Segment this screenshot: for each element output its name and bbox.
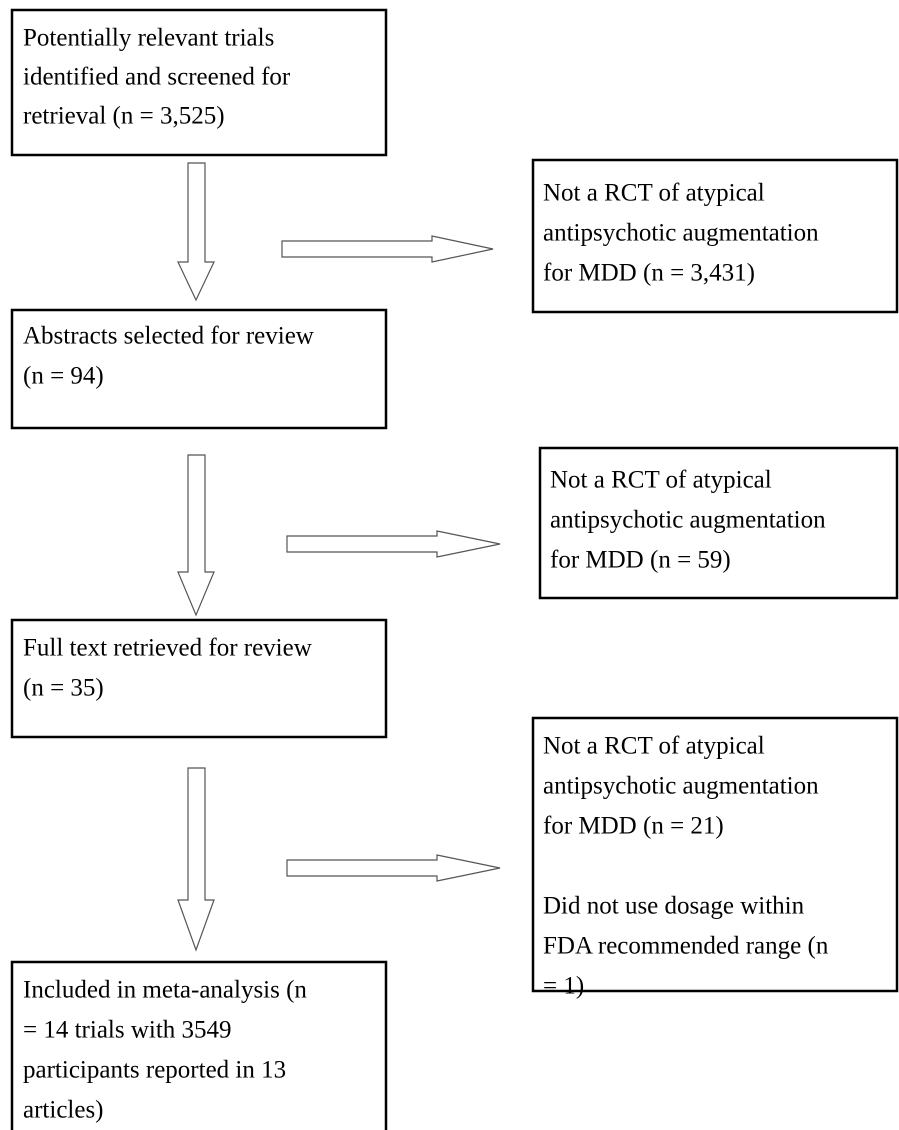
node-text: Not a RCT of atypical xyxy=(550,467,772,494)
node-text: (n = 94) xyxy=(23,363,104,390)
node-text: (n = 35) xyxy=(23,675,104,702)
node-text: for MDD (n = 3,431) xyxy=(543,260,755,287)
node-text: for MDD (n = 21) xyxy=(543,813,724,840)
down-arrow xyxy=(177,454,215,617)
down-arrow xyxy=(177,162,215,302)
node-box xyxy=(10,308,388,430)
node-box xyxy=(10,960,388,1130)
node-text: antipsychotic augmentation xyxy=(543,773,819,800)
right-arrow xyxy=(286,530,501,558)
node-box xyxy=(531,716,899,993)
node-text: Abstracts selected for review xyxy=(23,323,314,350)
node-text: = 14 trials with 3549 xyxy=(23,1017,232,1044)
node-text: Full text retrieved for review xyxy=(23,635,312,662)
node-text: Did not use dosage within xyxy=(543,893,805,920)
node-text: identified and screened for xyxy=(23,64,291,91)
node-text: participants reported in 13 xyxy=(23,1057,286,1084)
node-box xyxy=(538,446,899,600)
right-arrow xyxy=(286,854,501,882)
node-text: antipsychotic augmentation xyxy=(550,507,826,534)
down-arrow xyxy=(177,767,215,952)
right-arrow xyxy=(281,235,494,263)
node-text: antipsychotic augmentation xyxy=(543,220,819,247)
node-text: Included in meta-analysis (n xyxy=(23,977,307,1004)
node-text: articles) xyxy=(23,1097,104,1124)
node-box xyxy=(531,158,899,314)
node-text: Not a RCT of atypical xyxy=(543,733,765,760)
node-text: Potentially relevant trials xyxy=(23,25,274,52)
node-box xyxy=(10,8,388,157)
node-text: Not a RCT of atypical xyxy=(543,180,765,207)
node-text: FDA recommended range (n xyxy=(543,933,829,960)
node-text: retrieval (n = 3,525) xyxy=(23,103,225,130)
node-text: for MDD (n = 59) xyxy=(550,547,731,574)
node-text: = 1) xyxy=(543,973,584,1000)
node-box xyxy=(10,618,388,739)
